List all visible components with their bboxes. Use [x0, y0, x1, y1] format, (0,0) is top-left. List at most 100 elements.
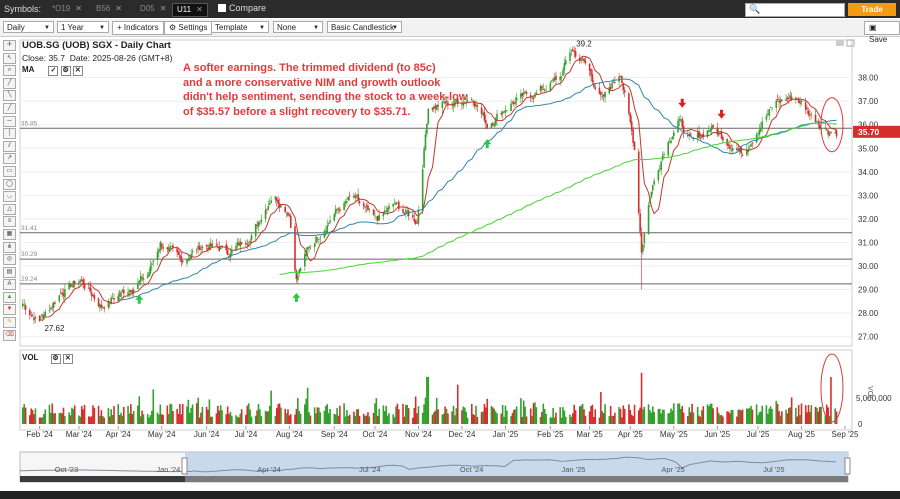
navigator-handle-left[interactable]	[181, 457, 188, 475]
symbol-tab-2[interactable]: B56 ✕	[96, 4, 122, 13]
range-navigator[interactable]: Oct '23 Jan '24 Apr '24 Jul '24 Oct '24 Jan '…	[0, 448, 900, 488]
candle-body	[612, 81, 615, 83]
volume-bar	[771, 408, 773, 424]
buy-signal-arrow-icon[interactable]	[483, 139, 492, 149]
gear-icon[interactable]: ⚙	[60, 66, 71, 76]
triangle-tool-icon[interactable]: △	[3, 203, 16, 215]
candle-body	[765, 116, 768, 120]
cycle-tool-icon[interactable]: ◎	[3, 254, 16, 266]
navigator-scroll-thumb[interactable]	[185, 476, 848, 482]
highlighter-tool-icon[interactable]: ✎	[3, 317, 16, 329]
volume-bar	[657, 409, 660, 424]
sell-arrow-tool-icon[interactable]: ▼	[3, 304, 16, 316]
close-icon[interactable]: ✕	[115, 4, 122, 13]
arc-tool-icon[interactable]: ◡	[3, 191, 16, 203]
sell-signal-arrow-icon[interactable]	[678, 98, 687, 108]
buy-arrow-tool-icon[interactable]: ▲	[3, 291, 16, 303]
close-icon[interactable]: ✕	[196, 5, 203, 14]
indicators-button[interactable]: + Indicators	[112, 21, 164, 35]
candle-body	[671, 136, 674, 140]
volume-bar	[602, 413, 605, 424]
rectangle-tool-icon[interactable]: ▭	[3, 165, 16, 177]
symbol-search-input[interactable]: 🔍	[745, 3, 845, 17]
volume-bar	[775, 400, 778, 424]
volume-bar	[304, 404, 306, 424]
ma-long-line	[279, 122, 837, 276]
sell-signal-arrow-icon[interactable]	[717, 109, 726, 119]
range-select[interactable]: 1 Year ▼	[57, 21, 109, 33]
volume-bar	[584, 415, 587, 424]
overlay-select[interactable]: None ▼	[273, 21, 323, 33]
y-tick-label: 33.00	[858, 191, 879, 200]
arrow-tool-icon[interactable]: ↗	[3, 153, 16, 165]
hline-tool-icon[interactable]: ─	[3, 115, 16, 127]
candle-body	[504, 110, 507, 113]
template-select[interactable]: Template ▼	[211, 21, 269, 33]
volume-bar	[423, 404, 425, 424]
candle-body	[239, 241, 242, 247]
trade-button[interactable]: Trade	[848, 3, 896, 16]
candle-body	[594, 87, 597, 90]
volume-bar	[424, 397, 427, 424]
trendline-tool-icon[interactable]: ╱	[3, 102, 16, 114]
zoom-tool-icon[interactable]: ⌕	[3, 65, 16, 77]
maximize-panel-icon[interactable]	[846, 39, 855, 47]
close-icon[interactable]: ✕	[62, 354, 73, 364]
checkbox-icon[interactable]: ✓	[48, 66, 59, 76]
pitchfork-tool-icon[interactable]: ⋔	[3, 241, 16, 253]
candle-body	[287, 212, 289, 216]
volume-bar	[123, 406, 125, 424]
buy-signal-arrow-icon[interactable]	[135, 294, 144, 304]
line-tool-icon[interactable]: ╱	[3, 77, 16, 89]
gann-tool-icon[interactable]: ▦	[3, 228, 16, 240]
candle-body	[687, 135, 689, 137]
volume-bar	[804, 405, 807, 424]
pointer-tool-icon[interactable]: ↖	[3, 52, 16, 64]
candle-body	[618, 76, 620, 82]
save-button[interactable]: ▣ Save	[864, 21, 900, 44]
symbol-tab-1[interactable]: *O19 ✕	[52, 4, 82, 13]
x-tick-label: Mar '25	[576, 430, 603, 439]
text-tool-icon[interactable]: A	[3, 279, 16, 291]
crosshair-tool-icon[interactable]: ✛	[3, 40, 16, 51]
fib-tool-icon[interactable]: ≡	[3, 216, 16, 228]
volume-bar	[573, 404, 575, 424]
volume-bar	[392, 414, 395, 424]
volume-bar	[797, 405, 800, 424]
candle-body	[364, 206, 366, 208]
compare-checkbox[interactable]	[218, 4, 226, 12]
candle-body	[137, 283, 139, 289]
compare-toggle[interactable]: Compare	[218, 3, 266, 13]
close-icon[interactable]: ✕	[159, 4, 167, 13]
interval-select[interactable]: Daily ▼	[3, 21, 54, 33]
buy-signal-arrow-icon[interactable]	[292, 292, 301, 302]
volume-bar	[600, 392, 602, 424]
grid-tool-icon[interactable]: ▤	[3, 266, 16, 278]
volume-bar	[357, 409, 359, 424]
ray-tool-icon[interactable]: ╲	[3, 90, 16, 102]
volume-bar	[441, 414, 444, 424]
candle-body	[201, 246, 204, 249]
close-icon[interactable]: ✕	[72, 66, 83, 76]
chart-style-select[interactable]: Basic Candlestick ▼	[327, 21, 402, 33]
candle-body	[814, 115, 817, 122]
symbol-tab-active[interactable]: U11 ✕	[172, 3, 208, 17]
close-icon[interactable]: ✕	[75, 4, 82, 13]
volume-bar	[785, 409, 787, 424]
candle-body	[355, 195, 358, 197]
gear-icon[interactable]: ⚙	[50, 354, 61, 364]
candle-body	[50, 307, 52, 310]
volume-bar	[229, 411, 232, 424]
vline-tool-icon[interactable]: │	[3, 128, 16, 140]
ellipse-tool-icon[interactable]: ◯	[3, 178, 16, 190]
symbol-tab-3[interactable]: D05 ✕	[140, 4, 167, 13]
volume-bar	[553, 417, 556, 424]
candle-body	[442, 102, 445, 103]
volume-bar	[594, 409, 597, 424]
collapse-panel-icon[interactable]	[836, 40, 844, 46]
eraser-tool-icon[interactable]: ⌫	[3, 329, 16, 341]
channel-tool-icon[interactable]: ⫽	[3, 140, 16, 152]
candle-body	[698, 131, 700, 138]
navigator-handle-right[interactable]	[844, 457, 851, 475]
